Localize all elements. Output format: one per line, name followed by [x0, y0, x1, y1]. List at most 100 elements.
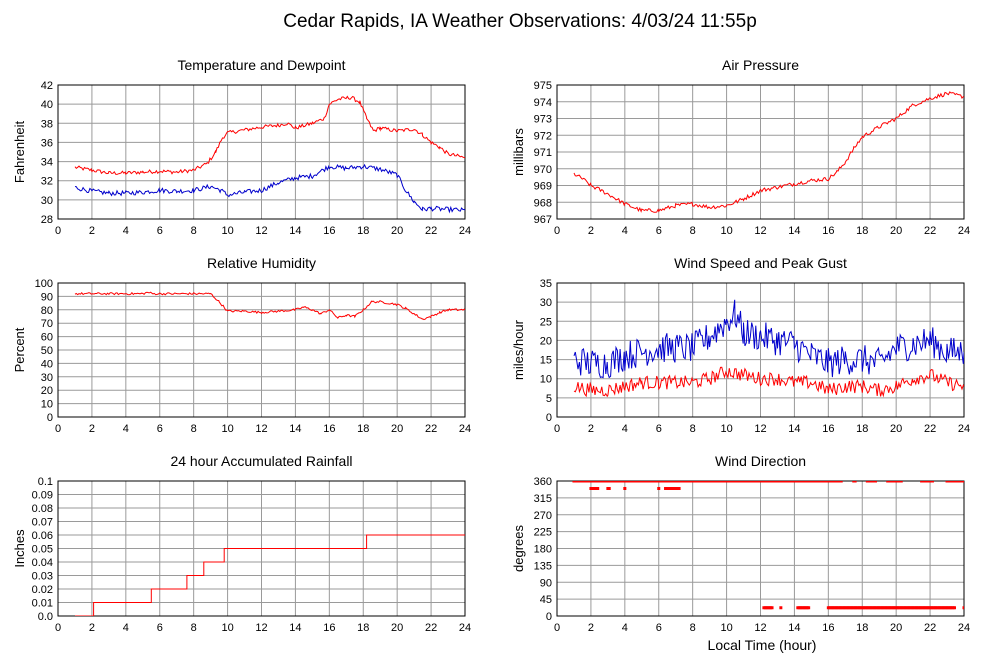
x-tick-label: 14	[289, 423, 301, 435]
y-tick-label: 0.06	[32, 530, 53, 542]
direction-point	[623, 487, 627, 490]
y-tick-label: 0	[47, 412, 53, 424]
y-tick-label: 975	[534, 80, 552, 92]
x-tick-label: 24	[459, 423, 471, 435]
y-axis-label: Fahrenheit	[12, 121, 27, 184]
x-tick-label: 8	[690, 622, 696, 634]
y-tick-label: 34	[41, 157, 53, 169]
chart-title: 24 hour Accumulated Rainfall	[170, 453, 352, 469]
y-tick-label: 972	[534, 130, 552, 142]
temp-series-line-0	[74, 95, 465, 175]
y-tick-label: 971	[534, 147, 552, 159]
x-tick-label: 2	[89, 622, 95, 634]
x-tick-label: 8	[191, 622, 197, 634]
x-tick-label: 16	[822, 225, 834, 237]
x-tick-label: 22	[924, 423, 936, 435]
y-tick-label: 0.05	[32, 544, 53, 556]
x-tick-label: 20	[890, 423, 902, 435]
direction-point	[657, 487, 661, 490]
y-axis-label: degrees	[511, 525, 526, 572]
y-tick-label: 5	[546, 393, 552, 405]
x-tick-label: 6	[656, 225, 662, 237]
x-tick-label: 0	[554, 225, 560, 237]
x-tick-label: 10	[221, 225, 233, 237]
y-tick-label: 225	[534, 527, 552, 539]
y-tick-label: 968	[534, 197, 552, 209]
y-tick-label: 70	[41, 318, 53, 330]
y-tick-label: 42	[41, 80, 53, 92]
x-tick-label: 20	[391, 423, 403, 435]
chart-title: Wind Speed and Peak Gust	[674, 255, 847, 271]
y-tick-label: 10	[540, 374, 552, 386]
rain-series-line-0	[75, 534, 465, 616]
y-tick-label: 32	[41, 176, 53, 188]
pressure-series-line-0	[573, 91, 964, 213]
x-axis-label: Local Time (hour)	[708, 637, 817, 653]
direction-point	[779, 606, 783, 610]
y-tick-label: 0.09	[32, 490, 53, 502]
x-tick-label: 12	[754, 225, 766, 237]
x-tick-label: 0	[55, 225, 61, 237]
y-tick-label: 20	[41, 385, 53, 397]
y-tick-label: 35	[540, 278, 552, 290]
y-tick-label: 969	[534, 181, 552, 193]
x-tick-label: 24	[958, 225, 970, 237]
x-tick-label: 12	[255, 423, 267, 435]
y-tick-label: 973	[534, 114, 552, 126]
y-tick-label: 25	[540, 316, 552, 328]
y-tick-label: 40	[41, 358, 53, 370]
x-tick-label: 16	[822, 622, 834, 634]
x-tick-label: 2	[588, 622, 594, 634]
x-tick-label: 18	[856, 423, 868, 435]
x-tick-label: 14	[788, 423, 800, 435]
y-axis-label: millibars	[511, 128, 526, 176]
y-tick-label: 50	[41, 345, 53, 357]
y-axis-label: Inches	[12, 529, 27, 568]
y-tick-label: 180	[534, 544, 552, 556]
x-tick-label: 4	[622, 622, 628, 634]
x-tick-label: 4	[622, 225, 628, 237]
x-tick-label: 4	[622, 423, 628, 435]
direction-points	[572, 481, 964, 610]
x-tick-label: 22	[924, 622, 936, 634]
chart-title: Wind Direction	[715, 453, 806, 469]
x-tick-label: 22	[425, 622, 437, 634]
x-tick-label: 8	[191, 225, 197, 237]
x-tick-label: 4	[123, 423, 129, 435]
y-axis-label: Percent	[12, 327, 27, 372]
x-tick-label: 20	[890, 622, 902, 634]
y-tick-label: 0.01	[32, 598, 53, 610]
direction-point	[770, 606, 774, 610]
y-tick-label: 36	[41, 137, 53, 149]
direction-point	[677, 487, 681, 490]
x-tick-label: 16	[323, 225, 335, 237]
plot-frame	[57, 84, 466, 220]
chart-title: Temperature and Dewpoint	[177, 57, 345, 73]
y-tick-label: 0.03	[32, 571, 53, 583]
y-tick-label: 135	[534, 560, 552, 572]
x-tick-label: 24	[958, 622, 970, 634]
direction-point	[873, 481, 877, 483]
y-tick-label: 30	[540, 297, 552, 309]
direction-point	[953, 606, 957, 610]
y-tick-label: 970	[534, 164, 552, 176]
x-tick-label: 4	[123, 225, 129, 237]
x-tick-label: 14	[788, 225, 800, 237]
y-tick-label: 15	[540, 355, 552, 367]
x-tick-label: 22	[924, 225, 936, 237]
y-tick-label: 0.02	[32, 584, 53, 596]
x-tick-label: 16	[323, 423, 335, 435]
direction-point	[839, 481, 843, 483]
y-tick-label: 0	[546, 412, 552, 424]
x-tick-label: 18	[357, 622, 369, 634]
y-tick-label: 0.07	[32, 517, 53, 529]
y-tick-label: 0.04	[32, 557, 53, 569]
x-tick-label: 10	[221, 622, 233, 634]
y-tick-label: 0	[546, 611, 552, 623]
